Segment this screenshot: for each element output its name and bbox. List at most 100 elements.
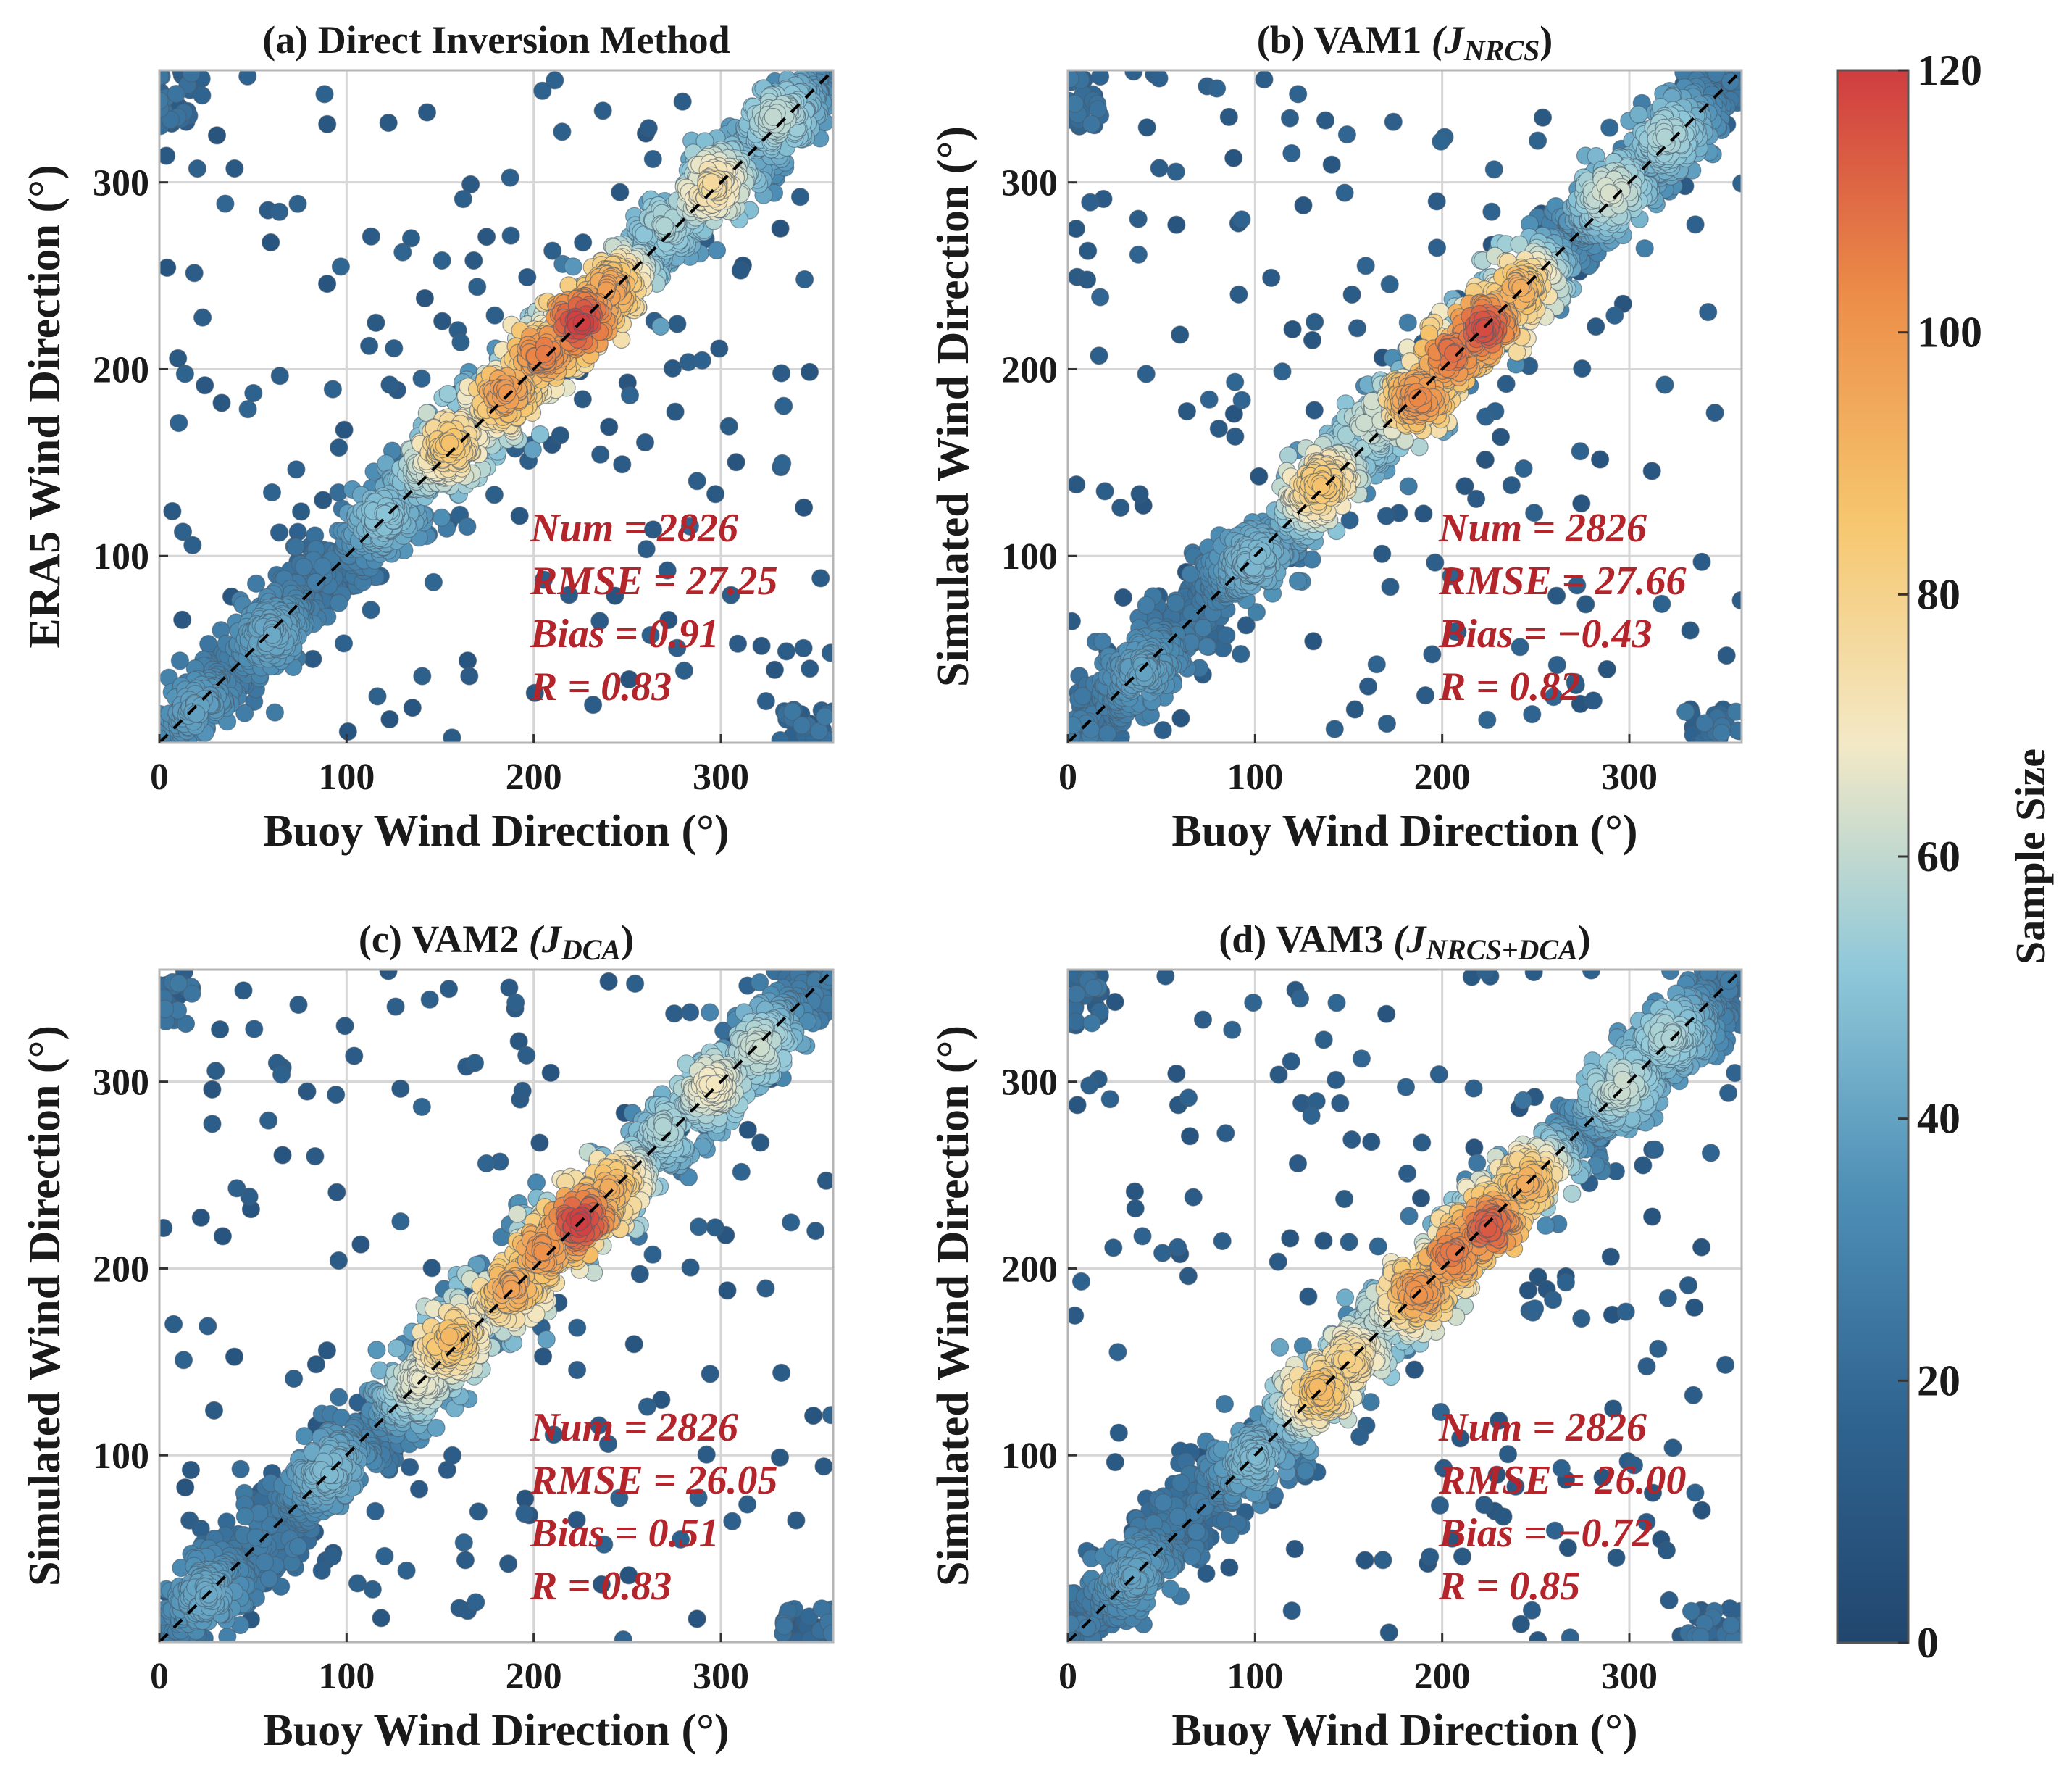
- scatter-point: [1573, 359, 1592, 378]
- scatter-point: [567, 1510, 586, 1529]
- scatter-point: [1289, 85, 1308, 104]
- scatter-point: [1427, 238, 1447, 257]
- scatter-point: [822, 1624, 833, 1642]
- scatter-point: [182, 70, 201, 83]
- scatter-point: [1605, 306, 1624, 325]
- scatter-point: [327, 1085, 346, 1104]
- scatter-point: [501, 168, 519, 187]
- scatter-point: [534, 570, 553, 589]
- scatter-point: [811, 569, 830, 588]
- scatter-point: [1137, 365, 1156, 383]
- scatter-point: [193, 86, 212, 105]
- y-tick-label: 100: [93, 536, 149, 578]
- scatter-point: [400, 1457, 419, 1477]
- scatter-point: [1587, 317, 1605, 336]
- scatter-point: [1377, 507, 1396, 525]
- scatter-point: [625, 974, 645, 994]
- scatter-point: [1381, 578, 1400, 596]
- y-tick-label: 200: [93, 349, 149, 391]
- scatter-point: [1207, 79, 1227, 98]
- scatter-point: [620, 386, 640, 405]
- scatter-point: [1342, 285, 1361, 304]
- scatter-point: [553, 122, 572, 141]
- scatter-point: [1200, 390, 1219, 409]
- x-tick-label: 0: [150, 757, 169, 798]
- scatter-point: [639, 119, 658, 138]
- scatter-point: [1584, 691, 1603, 710]
- scatter-point: [673, 92, 692, 111]
- scatter-point: [1642, 462, 1661, 480]
- scatter-point: [323, 1547, 342, 1566]
- scatter-point: [1686, 215, 1705, 234]
- scatter-point: [270, 367, 289, 386]
- scatter-point: [273, 1146, 292, 1165]
- scatter-point: [216, 194, 235, 213]
- scatter-point: [464, 251, 483, 270]
- scatter-point: [1248, 546, 1267, 565]
- scatter-point: [204, 1401, 224, 1420]
- scatter-point: [1655, 375, 1674, 394]
- scatter-point: [1476, 450, 1495, 470]
- scatter-point: [643, 149, 662, 169]
- scatter-point: [1432, 132, 1450, 151]
- scatter-point: [680, 517, 700, 536]
- scatter-point: [468, 278, 487, 296]
- scatter-point: [323, 380, 342, 399]
- scatter-point: [1226, 427, 1245, 446]
- scatter-point: [1209, 419, 1228, 438]
- scatter-point: [386, 997, 405, 1016]
- scatter-point: [1068, 220, 1085, 238]
- scatter-point: [391, 1079, 410, 1099]
- x-tick-label: 300: [1601, 757, 1658, 798]
- one-to-one-line: [1066, 69, 1743, 744]
- scatter-point: [379, 970, 398, 980]
- scatter-point: [701, 1365, 719, 1383]
- scatter-point: [637, 540, 656, 559]
- scatter-point: [265, 703, 284, 722]
- scatter-point: [765, 660, 785, 679]
- scatter-point: [183, 536, 202, 554]
- scatter-point: [583, 695, 603, 715]
- scatter-point: [523, 440, 542, 459]
- scatter-point: [619, 1566, 638, 1585]
- scatter-point: [188, 159, 206, 178]
- scatter-point: [599, 972, 618, 991]
- scatter-point: [1325, 720, 1344, 738]
- scatter-point: [590, 612, 609, 630]
- scatter-point: [362, 601, 380, 620]
- scatter-point: [375, 504, 394, 523]
- scatter-point: [173, 522, 193, 541]
- scatter-point: [366, 1501, 385, 1520]
- scatter-point: [1414, 504, 1433, 523]
- y-tick-label: 200: [1001, 349, 1058, 391]
- scatter-point: [170, 974, 188, 993]
- scatter-point: [304, 649, 322, 669]
- scatter-point: [773, 454, 792, 473]
- scatter-point: [501, 226, 520, 245]
- scatter-point: [159, 258, 177, 277]
- scatter-point: [727, 453, 745, 472]
- stat-line: RMSE = 27.25: [530, 559, 778, 604]
- scatter-point: [702, 172, 721, 192]
- scatter-point: [1077, 270, 1097, 289]
- scatter-point: [380, 375, 399, 394]
- scatter-point: [533, 1347, 553, 1366]
- scatter-point: [756, 691, 775, 711]
- one-to-one-line: [158, 69, 835, 744]
- scatter-point: [330, 593, 348, 612]
- scatter-point: [1283, 320, 1302, 338]
- scatter-point: [238, 399, 257, 419]
- scatter-point: [1091, 70, 1110, 86]
- scatter-point: [1544, 688, 1563, 707]
- scatter-point: [803, 1406, 823, 1425]
- scatter-point: [722, 586, 740, 604]
- scatter-point: [1484, 160, 1503, 179]
- scatter-point: [1384, 112, 1403, 131]
- scatter-point: [467, 1593, 485, 1612]
- scatter-point: [167, 85, 185, 104]
- title-open: (J: [1432, 18, 1466, 62]
- scatter-point: [1090, 346, 1108, 365]
- scatter-point: [1482, 202, 1501, 221]
- scatter-point: [1198, 637, 1216, 656]
